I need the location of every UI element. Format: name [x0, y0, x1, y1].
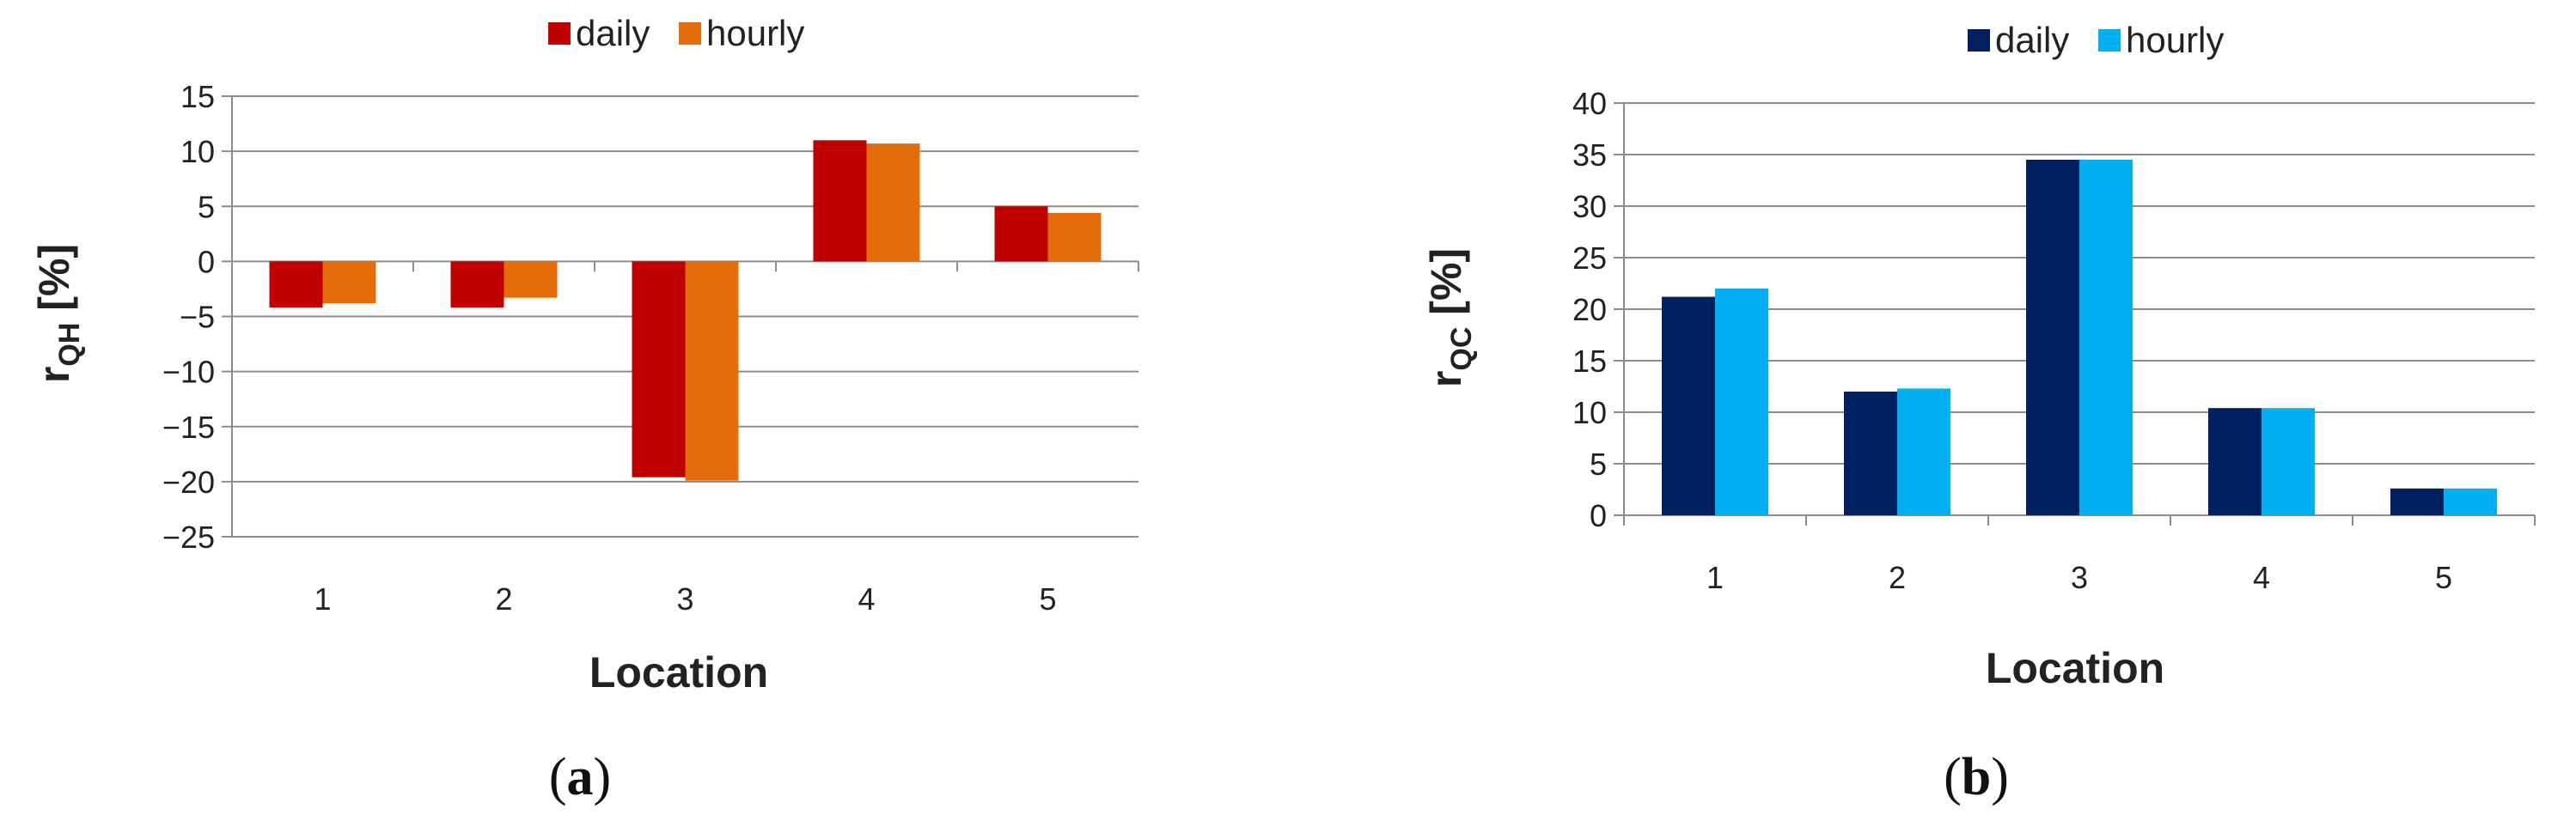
caption-a: (a) — [549, 748, 611, 806]
bar-b-hourly-4 — [2262, 408, 2315, 515]
caption-b: (b) — [1944, 748, 2009, 806]
bar-b-daily-1 — [1662, 296, 1715, 515]
bars-a — [269, 140, 1102, 481]
bar-a-daily-4 — [813, 140, 867, 262]
caption-b-letter: b — [1962, 748, 1991, 806]
x-tick-label-a: 4 — [858, 581, 875, 617]
bar-a-hourly-3 — [685, 261, 739, 481]
y-axis-title-a-suffix: [%] — [30, 244, 78, 323]
caption-a-letter: a — [567, 748, 594, 806]
bar-b-daily-5 — [2390, 488, 2444, 515]
legend-a: daily hourly — [548, 13, 804, 53]
legend-a-label-daily: daily — [576, 13, 650, 53]
y-tick-label-b: 20 — [1572, 292, 1607, 327]
y-tick-label-a: 15 — [180, 79, 215, 114]
y-axis-title-b-sub: QC — [1445, 327, 1478, 371]
y-tick-label-a: −15 — [162, 410, 215, 445]
y-ticks-b: 40 35 30 25 20 15 10 5 0 — [1572, 86, 1607, 533]
bar-b-hourly-1 — [1715, 289, 1768, 515]
y-axis-title-a: rQH [%] — [30, 244, 86, 383]
bar-a-daily-1 — [269, 261, 323, 308]
x-tick-label-b: 3 — [2071, 560, 2088, 595]
x-tick-label-a: 1 — [314, 581, 331, 617]
bars-b — [1662, 160, 2497, 515]
y-tick-label-b: 25 — [1572, 240, 1607, 276]
y-axis-title-b-main: r — [1422, 371, 1470, 387]
bar-a-daily-2 — [450, 261, 504, 308]
bar-b-hourly-2 — [1897, 388, 1950, 515]
y-axis-title-b: rQC [%] — [1422, 248, 1478, 387]
bar-a-daily-5 — [994, 206, 1048, 262]
y-tick-label-b: 10 — [1572, 395, 1607, 430]
y-tick-label-a: 5 — [198, 189, 215, 224]
legend-b-swatch-daily — [1968, 29, 1990, 52]
y-tick-label-a: 0 — [198, 244, 215, 279]
legend-a-label-hourly: hourly — [706, 13, 804, 53]
bar-b-daily-3 — [2026, 160, 2079, 515]
y-tick-label-a: −5 — [180, 300, 215, 335]
bar-b-daily-4 — [2208, 408, 2262, 515]
bar-a-hourly-5 — [1047, 212, 1102, 262]
x-ticks-b: 1 2 3 4 5 — [1706, 560, 2452, 595]
y-tick-label-a: 10 — [180, 134, 215, 169]
y-tick-label-b: 0 — [1590, 498, 1607, 533]
y-ticks-a: 15 10 5 0 −5 −10 −15 −20 −25 — [162, 79, 215, 555]
bar-a-daily-3 — [632, 261, 686, 477]
x-axis-title-b: Location — [1986, 644, 2164, 692]
y-tick-label-b: 5 — [1590, 447, 1607, 482]
y-tick-label-a: −20 — [162, 465, 215, 500]
y-axis-title-a-sub: QH — [53, 323, 86, 367]
y-tick-label-a: −25 — [162, 520, 215, 555]
bar-b-daily-2 — [1844, 392, 1897, 515]
legend-b-label-hourly: hourly — [2126, 20, 2224, 60]
x-ticks-a: 1 2 3 4 5 — [314, 581, 1056, 617]
x-tick-label-b: 5 — [2435, 560, 2452, 595]
legend-a-swatch-daily — [548, 22, 571, 45]
x-axis-title-a: Location — [589, 648, 768, 696]
legend-a-swatch-hourly — [679, 22, 701, 45]
x-tick-label-b: 4 — [2253, 560, 2270, 595]
y-tick-label-b: 15 — [1572, 344, 1607, 379]
y-tick-label-b: 30 — [1572, 189, 1607, 224]
legend-b-label-daily: daily — [1995, 20, 2069, 60]
x-tick-label-a: 3 — [676, 581, 693, 617]
bar-a-hourly-1 — [322, 261, 376, 304]
y-tick-label-a: −10 — [162, 355, 215, 390]
bar-a-hourly-4 — [866, 143, 920, 262]
bar-b-hourly-5 — [2444, 488, 2497, 515]
x-tick-label-b: 2 — [1889, 560, 1906, 595]
bar-a-hourly-2 — [504, 261, 558, 298]
y-axis-title-a-main: r — [30, 367, 78, 383]
legend-b: daily hourly — [1968, 20, 2224, 60]
y-tick-label-b: 35 — [1572, 137, 1607, 173]
bar-b-hourly-3 — [2079, 160, 2133, 515]
legend-b-swatch-hourly — [2098, 29, 2121, 52]
x-tick-label-b: 1 — [1706, 560, 1724, 595]
y-tick-label-b: 40 — [1572, 86, 1607, 121]
panel-b-chart: daily hourly 40 35 30 25 20 15 10 5 0 1 2 3 4 5 Loca… — [1422, 20, 2536, 692]
x-tick-label-a: 5 — [1039, 581, 1056, 617]
x-tick-label-a: 2 — [495, 581, 512, 617]
y-axis-title-b-suffix: [%] — [1422, 248, 1470, 327]
